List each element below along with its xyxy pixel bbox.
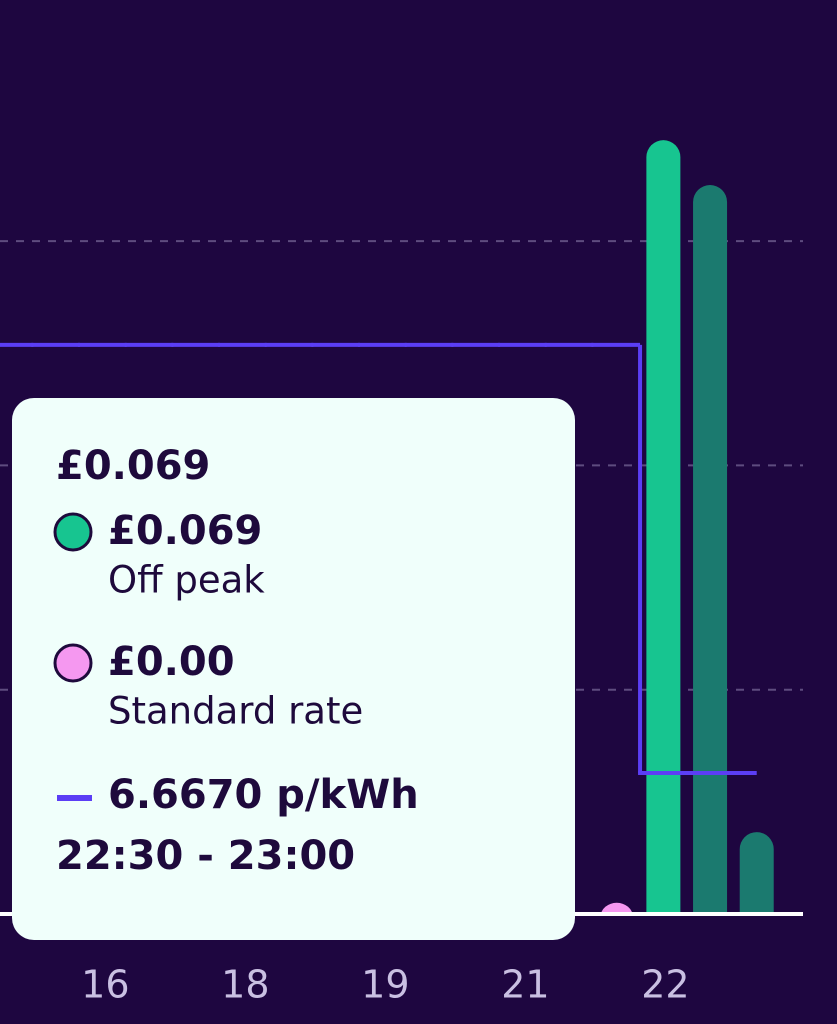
plot: 16 18 19 21 22 [0, 140, 803, 1007]
tooltip-rate: 6.6670 p/kWh [108, 772, 419, 818]
tooltip-value: £0.00 [108, 639, 235, 685]
x-tick-label: 16 [81, 963, 129, 1007]
legend-label: Standard rate [108, 690, 363, 733]
bar [600, 902, 633, 914]
x-tick-label: 19 [361, 963, 409, 1007]
x-tick-label: 18 [221, 963, 269, 1007]
tooltip-box [12, 398, 575, 940]
legend-label: Off peak [108, 559, 265, 602]
tooltip: £0.069 £0.069 Off peak £0.00 Standard ra… [12, 398, 575, 940]
bar [693, 185, 728, 914]
tooltip-title: £0.069 [56, 443, 210, 489]
legend-dot [53, 643, 93, 683]
tooltip-time: 22:30 - 23:00 [56, 833, 355, 879]
x-tick-label: 21 [501, 963, 549, 1007]
x-tick-label: 22 [641, 963, 689, 1007]
legend-dot [53, 512, 93, 552]
bar [646, 140, 681, 914]
tooltip-value: £0.069 [108, 508, 262, 554]
bar [739, 832, 774, 914]
